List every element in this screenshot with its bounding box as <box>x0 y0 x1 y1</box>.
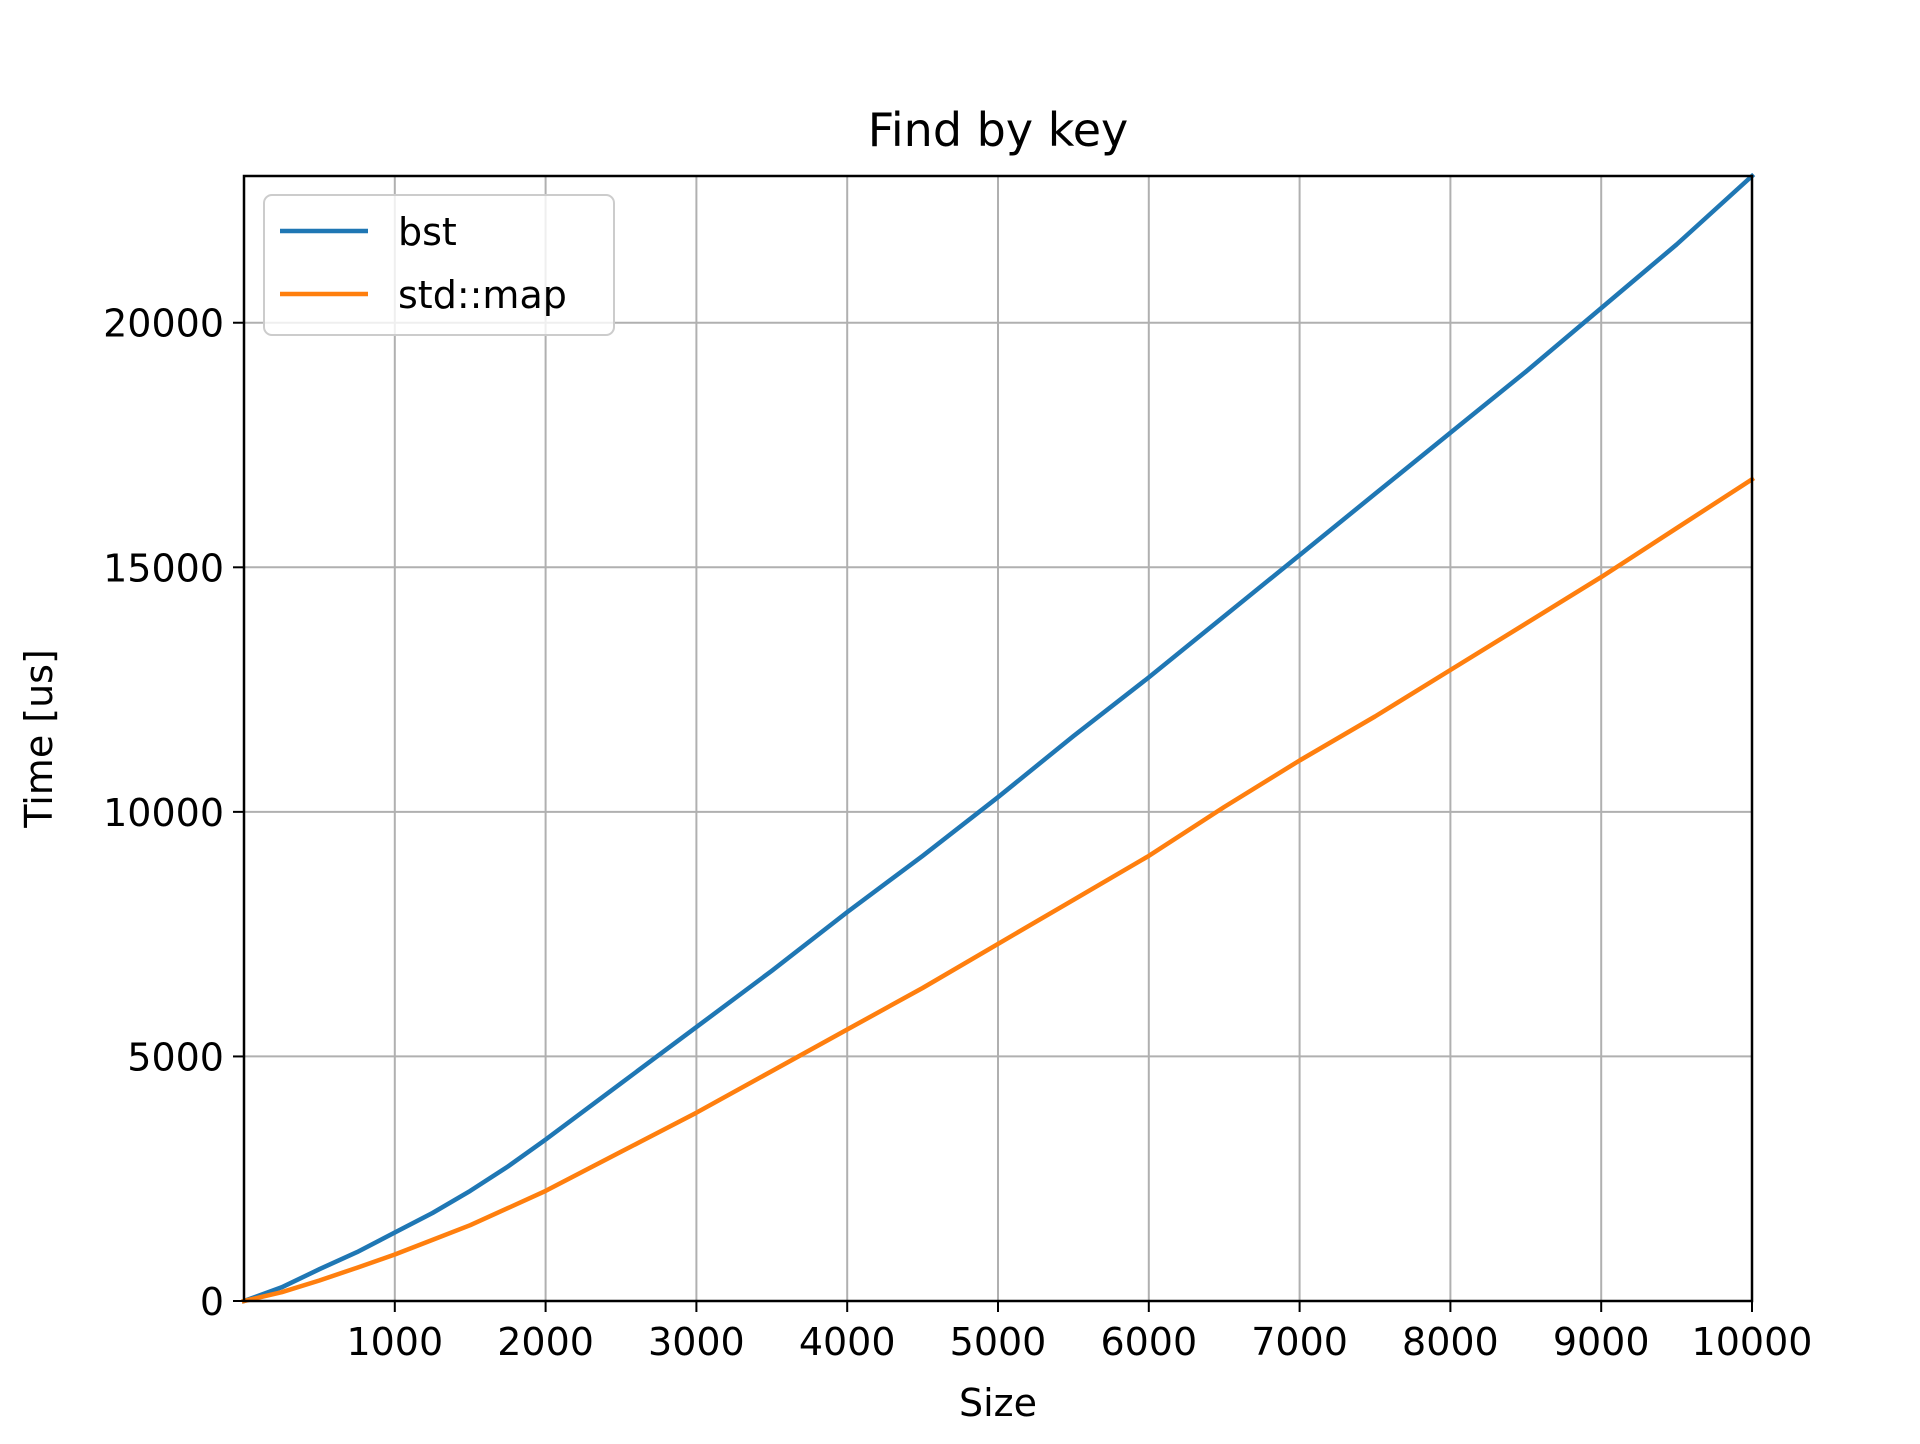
y-tick-label: 10000 <box>103 791 224 835</box>
legend-label-0: bst <box>398 210 457 254</box>
x-tick-label: 7000 <box>1251 1320 1348 1364</box>
x-tick-label: 5000 <box>950 1320 1047 1364</box>
y-tick-label: 15000 <box>103 546 224 590</box>
x-tick-label: 3000 <box>648 1320 745 1364</box>
x-tick-label: 9000 <box>1553 1320 1650 1364</box>
x-tick-label: 2000 <box>497 1320 594 1364</box>
y-tick-label: 0 <box>200 1280 224 1324</box>
x-tick-label: 1000 <box>346 1320 443 1364</box>
y-axis-ticks: 0 5000 10000 15000 20000 <box>103 302 244 1324</box>
x-tick-label: 8000 <box>1402 1320 1499 1364</box>
legend-label-1: std::map <box>398 273 567 317</box>
x-axis-label: Size <box>959 1381 1037 1425</box>
x-tick-label: 4000 <box>799 1320 896 1364</box>
y-axis-label: Time [us] <box>17 649 61 829</box>
grid <box>244 176 1753 1302</box>
x-axis-ticks: 1000 2000 3000 4000 5000 6000 7000 8000 9000 1000… <box>346 1301 1812 1364</box>
chart-title: Find by key <box>868 103 1128 157</box>
y-tick-label: 5000 <box>127 1035 224 1079</box>
series-line-1 <box>241 476 1756 1304</box>
x-tick-label: 10000 <box>1692 1320 1813 1364</box>
series-lines <box>241 172 1756 1304</box>
series-line-0 <box>241 172 1756 1304</box>
x-tick-label: 6000 <box>1100 1320 1197 1364</box>
y-tick-label: 20000 <box>103 302 224 346</box>
